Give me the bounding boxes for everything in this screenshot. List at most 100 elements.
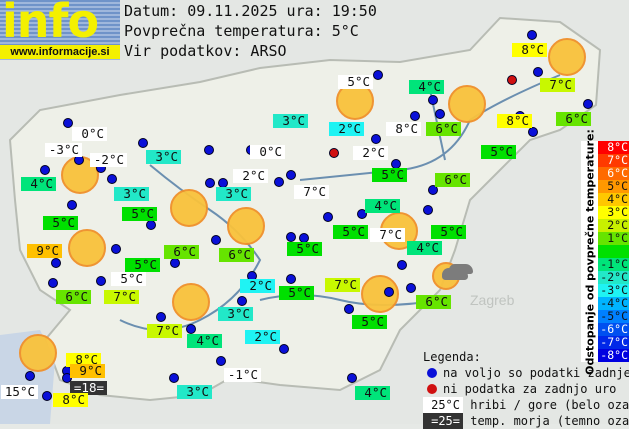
station-dot[interactable]	[138, 138, 148, 148]
station-dot[interactable]	[274, 177, 284, 187]
mountain-temperature-label: 7°C	[370, 228, 405, 242]
station-dot[interactable]	[111, 244, 121, 254]
scale-row: 5°C	[598, 180, 629, 193]
station-dot[interactable]	[67, 200, 77, 210]
scale-row: -2°C	[598, 271, 629, 284]
station-dot[interactable]	[410, 111, 420, 121]
temperature-label: 5°C	[125, 258, 160, 272]
temperature-label: 2°C	[240, 279, 275, 293]
mountain-temperature-label: 5°C	[111, 272, 146, 286]
station-dot[interactable]	[48, 278, 58, 288]
temperature-label: 7°C	[325, 278, 360, 292]
station-dot[interactable]	[527, 30, 537, 40]
station-missing-dot[interactable]	[507, 75, 517, 85]
temperature-label: 6°C	[56, 290, 91, 304]
station-dot[interactable]	[286, 170, 296, 180]
station-dot[interactable]	[42, 391, 52, 401]
scale-row: 2°C	[598, 219, 629, 232]
station-dot[interactable]	[96, 276, 106, 286]
station-dot[interactable]	[344, 304, 354, 314]
station-missing-dot[interactable]	[329, 148, 339, 158]
station-dot[interactable]	[169, 373, 179, 383]
station-dot[interactable]	[373, 70, 383, 80]
station-dot[interactable]	[216, 356, 226, 366]
station-dot[interactable]	[428, 95, 438, 105]
legend-mountain: 25°C hribi / gore (belo ozadje)	[423, 397, 629, 413]
temperature-label: 4°C	[21, 177, 56, 191]
station-dot[interactable]	[286, 232, 296, 242]
station-dot[interactable]	[170, 258, 180, 268]
station-dot[interactable]	[347, 373, 357, 383]
legend-missing: ni podatka za zadnjo uro	[423, 381, 629, 397]
temperature-label: 5°C	[431, 225, 466, 239]
temperature-label: 5°C	[43, 216, 78, 230]
station-dot[interactable]	[583, 99, 593, 109]
mountain-temperature-label: -2°C	[90, 153, 127, 167]
temperature-label: 5°C	[372, 168, 407, 182]
date-line: Datum: 09.11.2025 ura: 19:50	[124, 2, 377, 20]
temperature-label: 8°C	[66, 353, 101, 367]
temperature-label: 5°C	[481, 145, 516, 159]
station-dot[interactable]	[423, 205, 433, 215]
scale-row: -3°C	[598, 284, 629, 297]
sun-icon	[548, 38, 586, 76]
temperature-label: 3°C	[146, 150, 181, 164]
scale-row: 6°C	[598, 167, 629, 180]
temperature-label: 3°C	[114, 187, 149, 201]
station-dot[interactable]	[63, 118, 73, 128]
red-dot-icon	[427, 384, 437, 394]
station-dot[interactable]	[528, 127, 538, 137]
station-dot[interactable]	[397, 260, 407, 270]
station-dot[interactable]	[323, 212, 333, 222]
station-dot[interactable]	[286, 274, 296, 284]
station-dot[interactable]	[62, 373, 72, 383]
average-temperature: Povprečna temperatura: 5°C	[124, 22, 359, 40]
legend-sea: =25= temp. morja (temno ozadje)	[423, 413, 629, 429]
temperature-label: 9°C	[70, 364, 105, 378]
station-dot[interactable]	[428, 185, 438, 195]
station-dot[interactable]	[186, 324, 196, 334]
temperature-label: 3°C	[218, 307, 253, 321]
logo-url[interactable]: www.informacije.si	[0, 45, 120, 59]
temperature-label: 5°C	[122, 207, 157, 221]
mountain-temperature-label: -1°C	[224, 368, 261, 382]
scale-row: 7°C	[598, 154, 629, 167]
station-dot[interactable]	[211, 235, 221, 245]
station-dot[interactable]	[279, 344, 289, 354]
station-dot[interactable]	[51, 258, 61, 268]
station-dot[interactable]	[406, 283, 416, 293]
station-dot[interactable]	[156, 312, 166, 322]
temperature-label: 4°C	[409, 80, 444, 94]
station-dot[interactable]	[357, 209, 367, 219]
scale-row: 1°C	[598, 232, 629, 245]
sun-icon	[68, 229, 106, 267]
station-dot[interactable]	[384, 287, 394, 297]
mountain-temperature-label: 15°C	[1, 385, 38, 399]
scale-row: -4°C	[598, 297, 629, 310]
station-dot[interactable]	[435, 109, 445, 119]
station-dot[interactable]	[533, 67, 543, 77]
scale-row: -1°C	[598, 258, 629, 271]
temperature-label: 5°C	[287, 242, 322, 256]
blue-dot-icon	[427, 368, 437, 378]
temperature-label: 7°C	[147, 324, 182, 338]
temperature-label: 3°C	[216, 187, 251, 201]
temperature-label: 5°C	[279, 286, 314, 300]
station-dot[interactable]	[371, 134, 381, 144]
temperature-label: 8°C	[497, 114, 532, 128]
station-dot[interactable]	[146, 220, 156, 230]
temperature-label: 2°C	[329, 122, 364, 136]
station-dot[interactable]	[25, 371, 35, 381]
station-dot[interactable]	[107, 174, 117, 184]
scale-title: Odstopanje od povprečne temperature:	[581, 128, 598, 375]
cloud-icon	[442, 268, 468, 280]
mountain-temperature-label: -3°C	[45, 143, 82, 157]
temperature-label: 4°C	[365, 199, 400, 213]
station-dot[interactable]	[204, 145, 214, 155]
scale-row: 8°C	[598, 141, 629, 154]
station-dot[interactable]	[237, 296, 247, 306]
temperature-label: 4°C	[187, 334, 222, 348]
station-dot[interactable]	[205, 178, 215, 188]
station-dot[interactable]	[40, 165, 50, 175]
logo[interactable]: info www.informacije.si	[0, 0, 120, 60]
